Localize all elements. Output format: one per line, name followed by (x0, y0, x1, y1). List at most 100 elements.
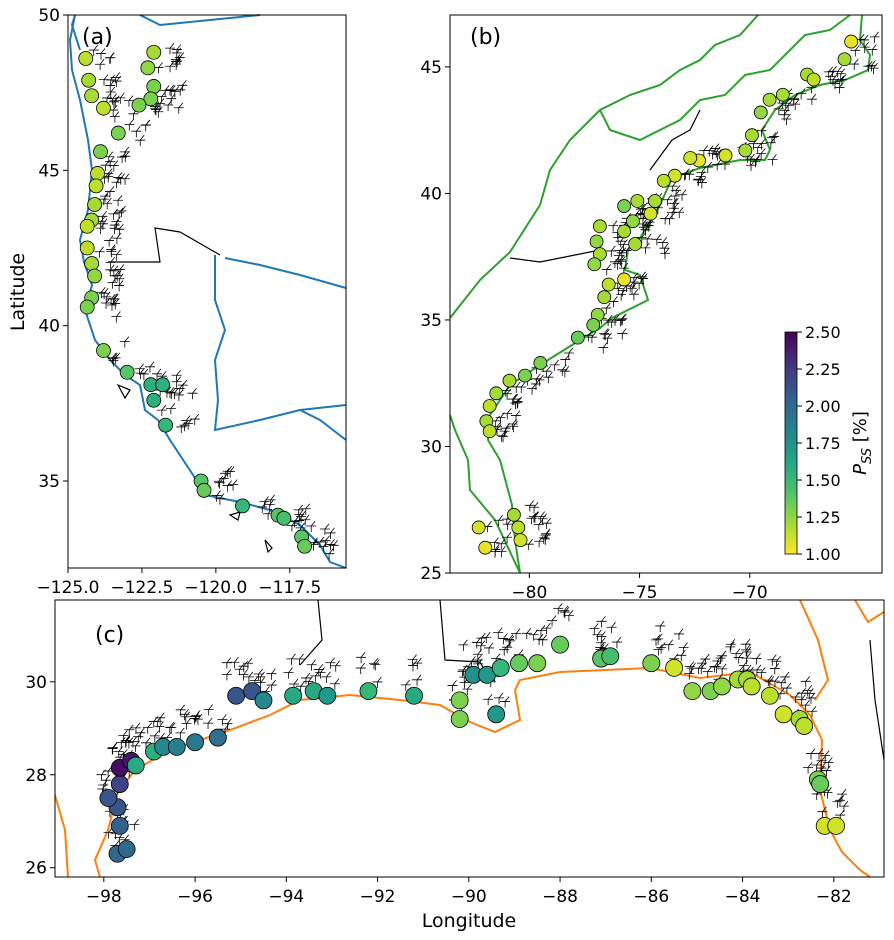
panel-c-label: (c) (95, 623, 124, 648)
site-marker (761, 686, 779, 705)
river-network-glyph (693, 167, 707, 189)
site-marker (227, 686, 246, 705)
site-marker (774, 705, 793, 724)
site-marker (235, 498, 250, 514)
colorbar-ticks: 1.00 1.25 1.50 1.75 2.00 2.25 2.50 (797, 323, 841, 564)
x-tick-label: −90 (451, 887, 487, 907)
site-marker (146, 44, 162, 60)
river-network-glyph (160, 80, 188, 97)
river-network-glyph (524, 500, 546, 523)
river-network-glyph (221, 657, 249, 681)
site-marker (491, 658, 510, 677)
river-network-glyph (161, 704, 191, 744)
river-network-glyph (472, 632, 494, 667)
x-tick-label: −117.5 (258, 578, 321, 598)
site-marker (502, 373, 517, 388)
river-network-glyph (547, 603, 574, 627)
x-tick-label: −88 (542, 887, 578, 907)
site-marker (551, 635, 569, 654)
site-marker (518, 368, 532, 383)
panel-a-ticks: −125.0 −122.5 −120.0 −117.5 35 40 45 50 (37, 6, 322, 598)
site-marker (110, 125, 126, 141)
site-marker (81, 72, 97, 88)
site-marker (683, 151, 698, 165)
site-marker (827, 816, 845, 835)
river-network-glyph (528, 622, 552, 646)
site-marker (93, 144, 108, 160)
site-marker (131, 97, 147, 113)
site-marker (528, 654, 547, 673)
x-tick-label: −120.0 (184, 578, 247, 598)
x-tick-label: −94 (268, 887, 304, 907)
panel-a-label: (a) (82, 25, 113, 50)
river-network-glyph (651, 620, 667, 656)
site-marker (450, 691, 469, 710)
panel-c-markers (99, 635, 845, 863)
river-network-glyph (355, 652, 383, 688)
colorbar-tick-label: 1.50 (805, 471, 841, 490)
river-network-glyph (95, 216, 120, 235)
river-network-glyph (482, 513, 513, 544)
river-network-glyph (103, 146, 131, 168)
y-axis-label: Latitude (7, 253, 29, 331)
site-marker (146, 79, 162, 94)
x-axis-label: Longitude (422, 910, 517, 932)
site-marker (837, 52, 852, 67)
site-marker (811, 775, 830, 793)
river-network-glyph (500, 381, 522, 410)
river-network-glyph (289, 503, 311, 528)
river-network-glyph (489, 537, 507, 558)
river-network-glyph (176, 413, 200, 433)
colorbar-tick-label: 2.25 (805, 360, 841, 379)
panel-a-markers (78, 44, 312, 554)
site-marker (683, 682, 702, 700)
river-network-glyph (662, 189, 688, 210)
river-network-glyph (490, 412, 510, 438)
site-marker (742, 677, 761, 696)
river-network-glyph (763, 654, 782, 688)
site-marker (140, 60, 156, 76)
x-tick-label: −125.0 (37, 578, 100, 598)
site-marker (478, 540, 493, 555)
x-tick-label: −84 (725, 887, 761, 907)
river-network-glyph (211, 477, 239, 505)
site-marker (592, 219, 607, 234)
site-marker (586, 318, 601, 332)
colorbar-label-sub: SS (860, 448, 875, 464)
site-marker (84, 256, 100, 271)
site-marker (186, 733, 204, 752)
river-network-glyph (213, 465, 236, 488)
panel-b-boundaries (449, 14, 872, 574)
river-network-glyph (253, 668, 277, 698)
x-tick-label: −70 (732, 583, 768, 603)
panel-b-markers (471, 34, 859, 555)
river-network-glyph (100, 159, 130, 185)
river-network-glyph (99, 72, 122, 92)
site-marker (87, 268, 103, 284)
river-network-glyph (203, 704, 233, 736)
panel-a-boundaries (68, 14, 347, 569)
river-network-glyph (400, 654, 423, 691)
river-network-glyph (709, 650, 728, 675)
site-marker (713, 677, 731, 696)
colorbar-label-main: P (850, 464, 871, 475)
river-network-glyph (596, 616, 622, 649)
site-marker (775, 87, 790, 102)
site-marker (79, 218, 95, 234)
river-network-glyph (156, 386, 184, 417)
river-network-glyph (502, 393, 523, 422)
site-marker (617, 199, 632, 213)
river-network-glyph (756, 125, 780, 150)
y-tick-label: 50 (38, 6, 60, 26)
site-marker (601, 647, 620, 666)
site-marker (656, 173, 671, 188)
colorbar-label: PSS [%] (850, 411, 875, 475)
site-marker (617, 224, 632, 239)
site-marker (254, 691, 273, 710)
site-marker (359, 682, 378, 700)
site-marker (99, 789, 118, 807)
panel-c-ticks: −98 −96 −94 −92 −90 −88 −86 −84 −82 26 28 30 (25, 673, 851, 907)
panel-c-map: −98 −96 −94 −92 −90 −88 −86 −84 −82 26 28 30 (c) Lo… (25, 599, 885, 932)
river-network-glyph (608, 283, 639, 308)
